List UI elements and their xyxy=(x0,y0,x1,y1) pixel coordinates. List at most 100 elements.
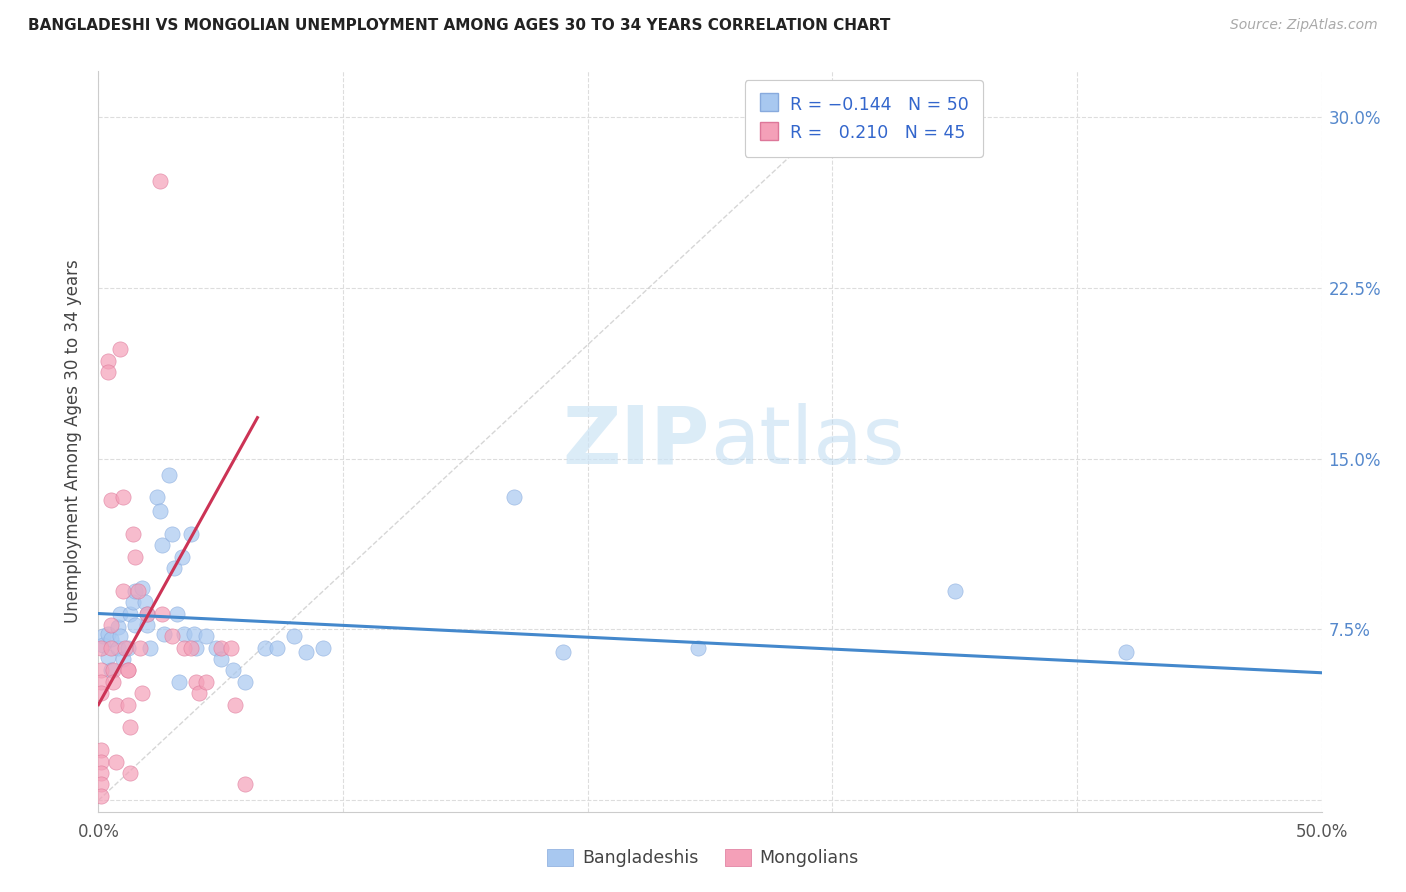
Point xyxy=(104,755,127,769)
Point xyxy=(150,607,173,621)
Point xyxy=(209,640,232,655)
Point xyxy=(91,629,114,643)
Point xyxy=(233,777,256,791)
Point xyxy=(170,549,193,564)
Point xyxy=(219,640,242,655)
Point xyxy=(131,582,153,596)
Point xyxy=(117,640,139,655)
Point xyxy=(121,526,143,541)
Point xyxy=(111,491,134,505)
Point xyxy=(124,618,146,632)
Point xyxy=(160,526,183,541)
Point xyxy=(183,627,205,641)
Point xyxy=(136,607,159,621)
Point xyxy=(160,629,183,643)
Point xyxy=(107,620,129,634)
Point xyxy=(139,640,162,655)
Point xyxy=(166,607,188,621)
Point xyxy=(180,640,202,655)
Point xyxy=(110,629,132,643)
Point xyxy=(180,526,202,541)
Point xyxy=(90,674,112,689)
Point xyxy=(253,640,276,655)
Point xyxy=(136,607,159,621)
Text: Source: ZipAtlas.com: Source: ZipAtlas.com xyxy=(1230,18,1378,32)
Point xyxy=(127,583,149,598)
Point xyxy=(1115,645,1137,659)
Point xyxy=(97,365,120,379)
Text: atlas: atlas xyxy=(710,402,904,481)
Point xyxy=(233,674,256,689)
Point xyxy=(90,789,112,803)
Point xyxy=(186,640,208,655)
Point xyxy=(224,698,246,712)
Point xyxy=(90,743,112,757)
Point xyxy=(90,686,112,700)
Point xyxy=(149,174,172,188)
Point xyxy=(90,755,112,769)
Point xyxy=(97,627,120,641)
Point xyxy=(205,640,228,655)
Point xyxy=(91,639,114,653)
Point xyxy=(124,583,146,598)
Point xyxy=(121,595,143,609)
Point xyxy=(209,652,232,666)
Legend: Bangladeshis, Mongolians: Bangladeshis, Mongolians xyxy=(540,842,866,874)
Point xyxy=(163,561,186,575)
Point xyxy=(107,640,129,655)
Point xyxy=(104,698,127,712)
Point xyxy=(90,640,112,655)
Point xyxy=(131,686,153,700)
Point xyxy=(283,629,305,643)
Point xyxy=(186,674,208,689)
Point xyxy=(110,607,132,621)
Point xyxy=(686,640,709,655)
Point xyxy=(173,627,195,641)
Point xyxy=(111,583,134,598)
Point xyxy=(553,645,575,659)
Point xyxy=(101,664,124,678)
Point xyxy=(100,640,122,655)
Point xyxy=(101,674,124,689)
Point xyxy=(195,674,218,689)
Point xyxy=(943,583,966,598)
Point xyxy=(150,538,173,552)
Point xyxy=(266,640,288,655)
Text: BANGLADESHI VS MONGOLIAN UNEMPLOYMENT AMONG AGES 30 TO 34 YEARS CORRELATION CHAR: BANGLADESHI VS MONGOLIAN UNEMPLOYMENT AM… xyxy=(28,18,890,33)
Point xyxy=(120,721,142,735)
Point xyxy=(100,632,122,646)
Point xyxy=(129,640,152,655)
Point xyxy=(90,664,112,678)
Point xyxy=(146,491,169,505)
Y-axis label: Unemployment Among Ages 30 to 34 years: Unemployment Among Ages 30 to 34 years xyxy=(65,260,83,624)
Point xyxy=(100,664,122,678)
Point xyxy=(117,664,139,678)
Legend: R = −0.144   N = 50, R =   0.210   N = 45: R = −0.144 N = 50, R = 0.210 N = 45 xyxy=(745,80,983,157)
Point xyxy=(157,467,180,482)
Point xyxy=(295,645,318,659)
Point xyxy=(100,492,122,507)
Point xyxy=(503,491,526,505)
Point xyxy=(312,640,335,655)
Point xyxy=(124,549,146,564)
Point xyxy=(136,618,159,632)
Point xyxy=(111,652,134,666)
Point xyxy=(114,640,136,655)
Point xyxy=(97,649,120,664)
Point xyxy=(222,664,245,678)
Point xyxy=(90,777,112,791)
Point xyxy=(120,607,142,621)
Point xyxy=(195,629,218,643)
Point xyxy=(173,640,195,655)
Point xyxy=(120,766,142,780)
Point xyxy=(134,595,156,609)
Point xyxy=(97,353,120,368)
Point xyxy=(149,504,172,518)
Point xyxy=(90,766,112,780)
Point xyxy=(110,343,132,357)
Point xyxy=(100,618,122,632)
Point xyxy=(187,686,209,700)
Point xyxy=(117,698,139,712)
Point xyxy=(167,674,190,689)
Text: ZIP: ZIP xyxy=(562,402,710,481)
